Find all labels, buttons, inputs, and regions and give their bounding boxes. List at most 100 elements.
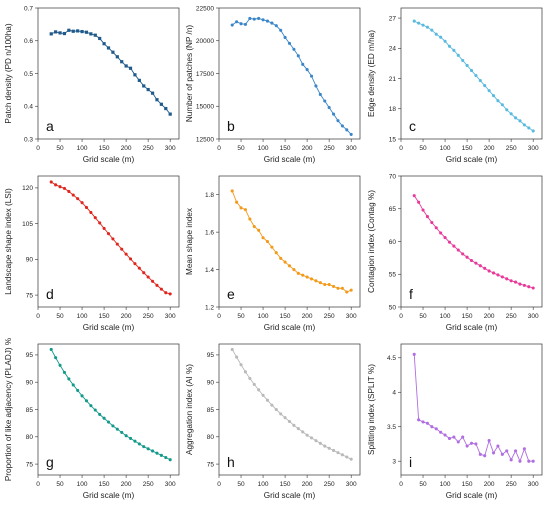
data-point: [146, 275, 150, 279]
y-tick-label: 0.6: [24, 38, 33, 45]
x-tick-label: 300: [346, 313, 357, 320]
data-point: [155, 451, 159, 455]
x-tick-label: 150: [280, 145, 291, 152]
data-point: [305, 275, 309, 279]
data-point: [98, 412, 102, 416]
y-tick-label: 15000: [196, 104, 214, 111]
y-tick-label: 55: [389, 272, 397, 279]
plot-frame: [400, 343, 543, 476]
data-point: [111, 50, 115, 54]
y-tick-label: 21: [389, 76, 397, 83]
data-point: [323, 99, 327, 103]
data-point: [164, 291, 168, 295]
data-point: [439, 35, 443, 39]
data-point: [439, 231, 443, 235]
data-point: [417, 21, 421, 25]
data-point: [270, 245, 274, 249]
data-point: [279, 412, 283, 416]
x-tick-label: 150: [280, 313, 291, 320]
y-axis-title: Proportion of like adjacency (PLADJ) %: [4, 338, 13, 481]
data-point: [496, 444, 500, 448]
data-point: [527, 459, 531, 463]
data-point: [327, 282, 331, 287]
y-axis-title: Patch density (PD n/100ha): [4, 23, 13, 123]
x-tick-label: 100: [77, 313, 88, 320]
series-line: [231, 349, 352, 460]
panel-d: 0 50 100 150 200 250 300 75 90 105 120 Grid scale (…: [4, 175, 180, 332]
data-point: [417, 418, 421, 422]
series-line: [51, 29, 171, 115]
data-point: [124, 64, 128, 68]
data-point: [412, 19, 416, 23]
data-point: [248, 217, 252, 221]
data-point: [301, 62, 305, 66]
x-tick-label: 200: [484, 145, 495, 152]
x-tick-label: 150: [99, 313, 110, 320]
data-point: [452, 435, 456, 439]
data-point: [111, 237, 115, 241]
data-point: [67, 377, 71, 381]
y-tick-label: 120: [22, 185, 33, 192]
data-point: [447, 44, 452, 48]
data-point: [469, 441, 474, 445]
series-line: [414, 20, 534, 132]
x-tick-label: 100: [77, 481, 88, 488]
x-tick-label: 150: [99, 145, 110, 152]
x-tick-label: 50: [237, 145, 245, 152]
series-line: [50, 349, 171, 461]
data-point: [67, 189, 71, 194]
data-point: [509, 112, 513, 116]
x-axis-title: Grid scale (m): [446, 155, 498, 164]
y-axis-title: Number of patches (NP /n): [185, 25, 194, 123]
data-point: [252, 224, 256, 229]
data-point: [514, 449, 518, 453]
x-tick-label: 250: [506, 313, 517, 320]
x-tick-label: 50: [419, 313, 427, 320]
data-point: [478, 264, 482, 268]
data-point: [230, 347, 234, 352]
data-point: [151, 279, 155, 283]
data-point: [265, 239, 270, 244]
data-point: [142, 445, 146, 449]
x-tick-label: 250: [324, 145, 335, 152]
data-point: [124, 252, 128, 256]
y-axis-title: Aggregation index (AI %): [185, 364, 194, 455]
y-tick-label: 1.8: [205, 192, 214, 199]
data-point: [531, 286, 535, 290]
data-point: [461, 58, 465, 62]
y-tick-label: 24: [389, 46, 397, 53]
y-tick-label: 80: [26, 434, 34, 441]
data-point: [155, 98, 159, 102]
x-tick-label: 0: [399, 145, 403, 152]
y-tick-label: 75: [26, 292, 34, 299]
x-tick-label: 250: [506, 481, 517, 488]
y-tick-label: 80: [207, 434, 215, 441]
panel-c: 0 50 100 150 200 250 300 15 18 21 24 27 Grid scale (…: [367, 7, 543, 164]
data-point: [314, 439, 318, 443]
x-tick-label: 50: [56, 313, 64, 320]
y-tick-label: 22500: [196, 5, 214, 12]
y-tick-label: 70: [389, 173, 397, 180]
data-point: [62, 370, 66, 374]
data-point: [345, 290, 349, 294]
data-point: [124, 434, 128, 438]
data-point: [265, 19, 270, 23]
y-tick-label: 4.5: [387, 355, 396, 362]
data-point: [296, 54, 300, 58]
y-tick-label: 1.2: [205, 304, 214, 311]
data-point: [522, 447, 526, 451]
data-point: [235, 20, 239, 24]
data-point: [412, 194, 416, 198]
data-point: [465, 255, 469, 259]
data-point: [265, 398, 270, 402]
data-point: [133, 73, 137, 77]
data-point: [443, 236, 447, 240]
data-point: [67, 28, 71, 32]
data-point: [305, 68, 309, 72]
data-point: [456, 248, 460, 252]
data-point: [491, 271, 496, 275]
x-axis-title: Grid scale (m): [83, 323, 135, 332]
y-axis-title: Edge density (ED m/ha): [367, 30, 376, 117]
data-point: [235, 355, 239, 359]
data-point: [261, 236, 265, 240]
